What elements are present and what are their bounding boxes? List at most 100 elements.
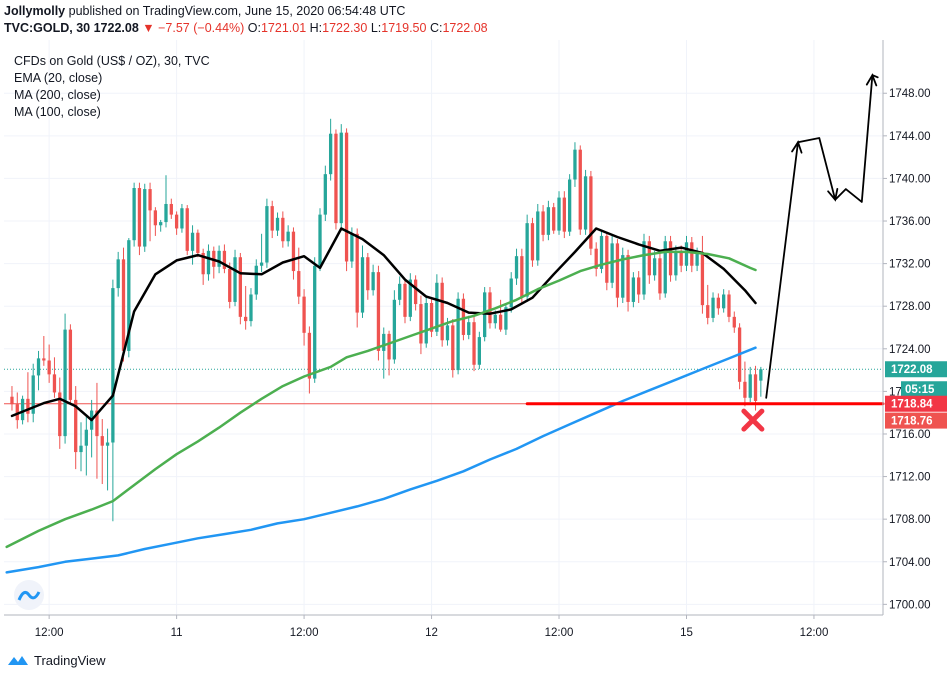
candle-body-130 xyxy=(700,251,705,306)
candle-body-67 xyxy=(366,257,370,291)
candle-body-128 xyxy=(690,242,694,266)
candle-body-0 xyxy=(10,396,14,405)
candle-body-74 xyxy=(403,283,407,317)
candle-body-83 xyxy=(451,325,455,371)
candle-body-39 xyxy=(217,250,221,267)
candle-body-102 xyxy=(552,207,556,231)
candle-body-87 xyxy=(472,322,476,365)
candle-body-103 xyxy=(557,197,561,231)
candle-body-72 xyxy=(392,299,397,360)
price-tick-label-12: 1748.00 xyxy=(889,88,931,100)
candle-body-26 xyxy=(148,189,152,211)
candle-body-16 xyxy=(95,410,99,437)
candle-body-51 xyxy=(281,217,285,242)
price-chart[interactable]: 1700.001704.001708.001712.001716.001720.… xyxy=(0,40,950,650)
high-value: 1722.30 xyxy=(322,21,368,35)
last-price: 1722.08 xyxy=(93,21,139,35)
published-text: published on TradingView.com, June 15, 2… xyxy=(65,4,406,18)
candle-body-101 xyxy=(546,207,551,235)
annotations xyxy=(525,73,885,432)
price-change: ▼ −7.57 (−0.44%) xyxy=(142,21,245,35)
candle-body-35 xyxy=(196,232,200,253)
author-name[interactable]: Jollymolly xyxy=(4,4,66,18)
time-tick-label-1: 11 xyxy=(171,627,183,639)
candle-body-58 xyxy=(318,214,322,266)
series-line-1 xyxy=(5,250,757,549)
candle-body-48 xyxy=(265,206,269,263)
candle-body-63 xyxy=(344,132,349,262)
last-price-tag-text: 1722.08 xyxy=(891,364,933,376)
candle-body-41 xyxy=(228,268,232,302)
candle-body-56 xyxy=(307,332,312,379)
price-tick-label-10: 1740.00 xyxy=(889,173,931,185)
candle-body-96 xyxy=(520,256,524,297)
candle-body-100 xyxy=(541,211,545,235)
low-label: L: xyxy=(370,21,382,35)
candle-body-112 xyxy=(605,235,609,283)
chart-legend: CFDs on Gold (US$ / OZ), 30, TVC EMA (20… xyxy=(14,53,210,121)
candle-body-46 xyxy=(254,265,258,295)
legend-ma100[interactable]: MA (100, close) xyxy=(14,105,101,119)
legend-ma200[interactable]: MA (200, close) xyxy=(14,88,101,102)
candle-body-89 xyxy=(483,292,487,338)
time-axis[interactable]: 12:00 11 12:00 12 12:00 15 12:00 xyxy=(35,615,829,639)
candle-body-108 xyxy=(583,176,588,230)
candle-body-77 xyxy=(419,304,423,344)
candle-body-135 xyxy=(727,294,731,317)
candle-body-106 xyxy=(573,149,577,180)
candle-body-115 xyxy=(621,255,625,298)
candle-body-50 xyxy=(275,217,280,231)
tradingview-watermark xyxy=(14,580,44,610)
candle-body-4 xyxy=(31,375,35,414)
candle-body-122 xyxy=(658,258,662,294)
candle-body-64 xyxy=(350,233,354,262)
legend-ema20[interactable]: EMA (20, close) xyxy=(14,71,103,85)
candle-body-17 xyxy=(100,436,104,446)
open-value: 1721.01 xyxy=(260,21,307,35)
candle-body-36 xyxy=(201,252,205,275)
ticker: TVC:GOLD, 30 xyxy=(4,21,91,35)
price-tick-label-4: 1716.00 xyxy=(889,429,931,441)
candle-body-18 xyxy=(105,442,110,446)
candle-body-31 xyxy=(174,214,179,229)
candle-body-53 xyxy=(291,231,296,272)
candle-body-42 xyxy=(233,257,237,302)
brand-name: TradingView xyxy=(34,652,106,668)
candle-body-22 xyxy=(127,240,131,351)
candle-body-32 xyxy=(180,208,184,229)
candle-body-27 xyxy=(153,210,158,226)
footer-brand[interactable]: TradingView xyxy=(6,652,106,668)
candle-body-114 xyxy=(615,243,620,298)
candle-body-69 xyxy=(376,272,381,351)
candle-body-34 xyxy=(190,232,195,251)
candle-body-73 xyxy=(398,283,402,300)
high-label: H: xyxy=(309,21,323,35)
candle-body-134 xyxy=(722,294,726,309)
candle-body-79 xyxy=(429,303,434,332)
candle-body-43 xyxy=(238,257,242,317)
time-tick-label-4: 12:00 xyxy=(545,627,574,639)
projection-arrow xyxy=(765,74,879,399)
candle-body-138 xyxy=(743,381,747,398)
candle-body-123 xyxy=(663,241,667,294)
indicator-lines xyxy=(5,227,757,574)
candle-body-126 xyxy=(679,250,683,266)
candle-body-117 xyxy=(631,277,636,302)
candle-body-105 xyxy=(567,179,572,232)
candle-body-6 xyxy=(42,358,46,361)
candle-body-97 xyxy=(525,223,529,297)
candle-body-52 xyxy=(286,231,290,242)
price-tick-label-11: 1744.00 xyxy=(889,131,931,143)
candle-body-86 xyxy=(467,322,471,335)
candle-body-140 xyxy=(753,374,758,401)
candle-body-90 xyxy=(488,292,492,324)
candle-body-136 xyxy=(732,316,736,328)
arrowhead-0 xyxy=(791,140,803,154)
candle-body-40 xyxy=(222,250,227,269)
level1-tag-text: 1718.84 xyxy=(891,399,933,411)
candle-body-93 xyxy=(504,307,508,330)
candle-body-80 xyxy=(435,282,439,332)
candle-body-95 xyxy=(514,256,519,279)
candle-body-120 xyxy=(647,241,651,276)
level1-tag-bg xyxy=(885,395,947,412)
